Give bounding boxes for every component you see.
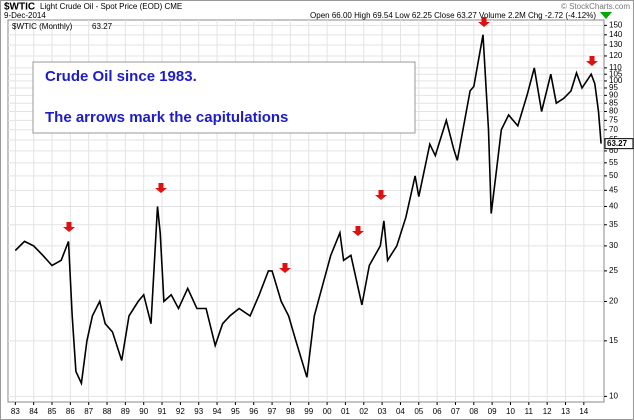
x-tick-label: 06 (433, 407, 442, 416)
x-tick-label: 84 (29, 407, 38, 416)
y-tick-label: 30 (609, 241, 618, 250)
y-tick-label: 105 (609, 69, 623, 78)
x-tick-label: 03 (378, 407, 387, 416)
x-tick-label: 93 (194, 407, 203, 416)
x-tick-label: 89 (121, 407, 130, 416)
last-value-label: 63.27 (607, 139, 628, 148)
x-tick-label: 08 (469, 407, 478, 416)
x-tick-label: 92 (176, 407, 185, 416)
annotation-box (32, 61, 416, 134)
y-tick-label: 35 (609, 220, 618, 229)
y-tick-label: 100 (609, 76, 623, 85)
y-tick-label: 60 (609, 146, 618, 155)
annotation: Crude Oil since 1983. (45, 68, 197, 85)
y-tick-label: 10 (609, 392, 618, 401)
x-tick-label: 02 (359, 407, 368, 416)
capitulation-arrow (352, 226, 364, 236)
x-tick-label: 14 (579, 407, 588, 416)
x-tick-label: 05 (414, 407, 423, 416)
legend-value: 63.27 (92, 22, 113, 31)
y-tick-label: 110 (609, 63, 622, 72)
x-tick-label: 11 (525, 407, 534, 416)
y-tick-label: 15 (609, 336, 618, 345)
x-tick-label: 09 (488, 407, 497, 416)
chart-title: Light Crude Oil - Spot Price (EOD) CME (40, 2, 182, 11)
y-tick-label: 120 (609, 51, 623, 60)
x-tick-label: 96 (249, 407, 258, 416)
capitulation-arrow (63, 222, 75, 232)
x-tick-label: 07 (451, 407, 460, 416)
x-tick-label: 94 (213, 407, 222, 416)
x-tick-label: 86 (66, 407, 75, 416)
date: 9-Dec-2014 (4, 11, 46, 20)
y-tick-label: 45 (609, 185, 618, 194)
x-tick-label: 85 (48, 407, 57, 416)
capitulation-arrow (375, 190, 387, 200)
y-tick-label: 70 (609, 125, 618, 134)
capitulation-arrow (478, 17, 490, 27)
x-tick-label: 87 (84, 407, 93, 416)
annotation: The arrows mark the capitulations (45, 109, 288, 126)
x-tick-label: 12 (543, 407, 552, 416)
y-tick-label: 40 (609, 202, 618, 211)
x-tick-label: 88 (103, 407, 112, 416)
x-tick-label: 10 (506, 407, 515, 416)
y-tick-label: 55 (609, 158, 618, 167)
x-tick-label: 04 (396, 407, 405, 416)
last-value-box (604, 138, 634, 150)
y-tick-label: 130 (609, 40, 623, 49)
y-tick-label: 90 (609, 90, 618, 99)
change-arrow (600, 12, 612, 19)
credit: © StockCharts.com (561, 2, 630, 11)
y-tick-label: 85 (609, 98, 618, 107)
symbol: $WTIC (4, 2, 35, 13)
y-tick-label: 80 (609, 107, 618, 116)
arrows (63, 17, 598, 273)
quote-line: Open 66.00 High 69.54 Low 62.25 Close 63… (310, 11, 596, 20)
x-tick-label: 97 (268, 407, 277, 416)
x-tick-label: 99 (304, 407, 313, 416)
y-tick-label: 150 (609, 20, 623, 29)
y-tick-label: 25 (609, 266, 618, 275)
x-tick-label: 98 (286, 407, 295, 416)
x-tick-label: 90 (139, 407, 148, 416)
x-tick-label: 91 (158, 407, 167, 416)
y-tick-label: 20 (609, 297, 618, 306)
x-tick-label: 13 (561, 407, 570, 416)
y-tick-label: 75 (609, 115, 618, 124)
y-tick-label: 50 (609, 171, 618, 180)
y-tick-label: 95 (609, 83, 618, 92)
legend-entry: $WTIC (Monthly) (12, 22, 73, 31)
price-line (14, 34, 602, 387)
capitulation-arrow (586, 56, 598, 66)
x-tick-label: 83 (11, 407, 20, 416)
capitulation-arrow (155, 183, 167, 193)
x-tick-label: 95 (231, 407, 240, 416)
x-tick-label: 00 (323, 407, 332, 416)
y-tick-label: 140 (609, 30, 623, 39)
x-tick-label: 01 (341, 407, 350, 416)
capitulation-arrow (279, 263, 291, 273)
